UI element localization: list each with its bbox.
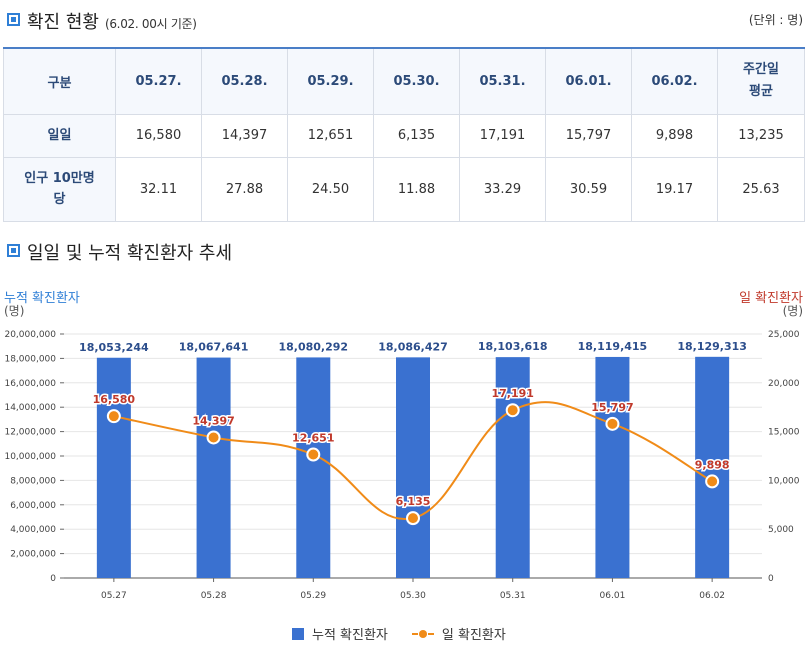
left-axis-tick-label: 2,000,000 <box>10 550 56 560</box>
line-data-label: 6,135 <box>396 495 431 508</box>
daily-cases-point <box>406 511 420 526</box>
table-cell: 13,235 <box>717 113 805 158</box>
left-axis-tick-label: 12,000,000 <box>4 428 56 438</box>
legend-bar-label: 누적 확진환자 <box>312 628 388 643</box>
x-axis-tick-label: 05.27 <box>101 591 127 601</box>
x-axis-tick-label: 05.30 <box>400 591 426 601</box>
section-title-trend: 일일 및 누적 확진환자 추세 <box>27 243 233 264</box>
unit-label: (단위 : 명) <box>748 13 803 27</box>
daily-cases-point <box>306 447 321 462</box>
right-axis-tick-label: 0 <box>768 574 774 584</box>
legend-bar-swatch <box>292 627 304 640</box>
column-header: 05.27. <box>115 47 202 115</box>
table-cell: 14,397 <box>201 113 288 158</box>
section-title-status: 확진 현황 (6.02. 00시 기준) <box>27 8 197 34</box>
right-axis-unit: (명) <box>782 304 803 318</box>
column-header: 06.02. <box>631 47 718 115</box>
bar-cumulative <box>196 357 231 578</box>
bar-cumulative <box>96 357 131 578</box>
bar-cumulative <box>595 356 630 578</box>
line-data-label: 12,651 <box>292 432 334 445</box>
table-row: 인구 10만명당 32.11 27.88 24.50 11.88 33.29 3… <box>3 156 805 222</box>
bar-data-label: 18,119,415 <box>578 340 648 353</box>
bar-cumulative <box>695 356 730 578</box>
bar-cumulative <box>296 357 331 578</box>
bar-data-label: 18,129,313 <box>677 340 747 353</box>
table-cell: 11.88 <box>373 156 460 222</box>
left-axis-tick-label: 14,000,000 <box>4 403 56 413</box>
table-cell: 33.29 <box>459 156 546 222</box>
bar-cumulative <box>396 357 430 578</box>
left-axis-tick-label: 4,000,000 <box>10 525 56 535</box>
daily-cases-point <box>505 403 520 418</box>
table-cell: 9,898 <box>631 113 718 158</box>
right-axis-tick-label: 5,000 <box>768 525 794 535</box>
bar-cumulative <box>495 357 530 578</box>
x-axis-tick-label: 05.28 <box>201 591 227 601</box>
line-data-label: 17,191 <box>491 387 533 400</box>
table-cell: 25.63 <box>717 156 805 222</box>
daily-cases-point <box>605 416 620 431</box>
section-icon <box>7 244 20 257</box>
status-subtitle: (6.02. 00시 기준) <box>104 17 197 31</box>
bar-data-label: 18,080,292 <box>278 340 348 353</box>
column-header: 05.31. <box>459 47 546 115</box>
right-axis-tick-label: 15,000 <box>768 428 800 438</box>
table-cell: 17,191 <box>459 113 546 158</box>
left-axis-tick-label: 8,000,000 <box>10 476 56 486</box>
section-icon <box>7 13 20 26</box>
column-header: 05.30. <box>373 47 460 115</box>
table-cell: 30.59 <box>545 156 632 222</box>
right-axis-title: 일 확진환자 <box>739 291 803 306</box>
status-title: 확진 현황 <box>27 12 99 33</box>
x-axis-tick-label: 06.02 <box>699 591 725 601</box>
left-axis-tick-label: 16,000,000 <box>4 379 56 389</box>
left-axis-unit: (명) <box>4 304 25 318</box>
row-header-label: 인구 10만명당 <box>24 171 95 207</box>
bar-data-label: 18,067,641 <box>179 341 249 354</box>
bar-data-label: 18,053,244 <box>79 341 149 354</box>
legend-line-swatch <box>411 628 434 640</box>
table-cell: 15,797 <box>545 113 632 158</box>
left-axis-tick-label: 0 <box>50 574 56 584</box>
right-axis-tick-label: 25,000 <box>768 330 800 340</box>
line-data-label: 14,397 <box>192 414 234 427</box>
left-axis-tick-label: 20,000,000 <box>4 330 56 340</box>
right-axis-tick-label: 20,000 <box>768 379 800 389</box>
x-axis-tick-label: 05.31 <box>500 591 526 601</box>
column-header-weekly-average: 주간일 평균 <box>717 47 805 115</box>
weekly-average-label: 주간일 평균 <box>743 62 779 100</box>
bar-data-label: 18,103,618 <box>478 340 548 353</box>
line-data-label: 9,898 <box>695 458 730 471</box>
row-header: 인구 10만명당 <box>3 156 116 222</box>
x-axis-tick-label: 05.29 <box>300 591 326 601</box>
left-axis-title: 누적 확진환자 <box>4 291 80 306</box>
left-axis-tick-label: 18,000,000 <box>4 354 56 364</box>
daily-cases-point <box>106 409 121 424</box>
legend-line-label: 일 확진환자 <box>441 628 506 643</box>
x-axis-tick-label: 06.01 <box>600 591 626 601</box>
left-axis-tick-label: 10,000,000 <box>4 452 56 462</box>
stats-table: 구분 05.27. 05.28. 05.29. 05.30. 05.31. 06… <box>3 47 805 222</box>
line-data-label: 15,797 <box>591 401 633 414</box>
table-cell: 12,651 <box>287 113 374 158</box>
column-header: 06.01. <box>545 47 632 115</box>
daily-cases-point <box>705 474 720 489</box>
bar-data-label: 18,086,427 <box>378 340 448 353</box>
table-cell: 16,580 <box>115 113 202 158</box>
line-data-label: 16,580 <box>93 393 136 406</box>
left-axis-tick-label: 6,000,000 <box>10 501 56 511</box>
column-header: 05.29. <box>287 47 374 115</box>
table-cell: 27.88 <box>201 156 288 222</box>
table-cell: 24.50 <box>287 156 374 222</box>
right-axis-tick-label: 10,000 <box>768 476 800 486</box>
chart-legend: 누적 확진환자 일 확진환자 <box>292 624 506 643</box>
table-cell: 32.11 <box>115 156 202 222</box>
table-cell: 19.17 <box>631 156 718 222</box>
daily-cases-point <box>206 430 221 445</box>
